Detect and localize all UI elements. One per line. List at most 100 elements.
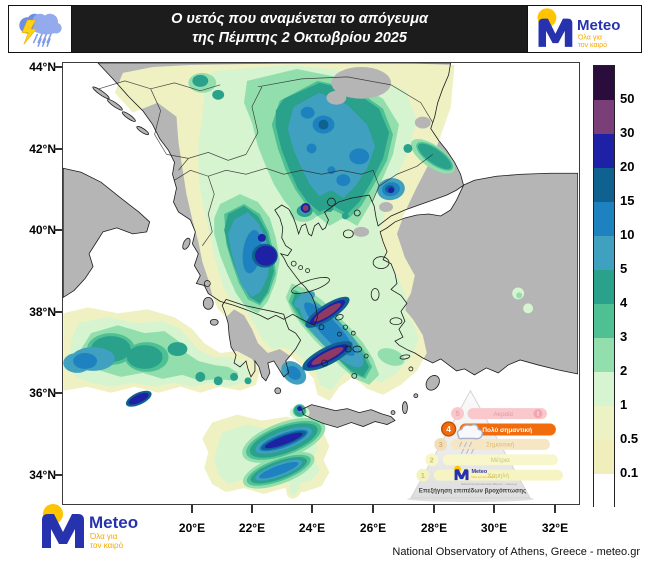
level3-number	[434, 437, 448, 451]
lon-label: 26°E	[359, 521, 387, 535]
pyramid-meteo-logo: Meteo Όλα για τον καιρό Εθνικό Αστεροσκο…	[454, 465, 517, 486]
svg-text:!: !	[537, 412, 539, 418]
svg-text:Όλα για: Όλα για	[89, 532, 118, 541]
footer-meteo-logo: Meteo Όλα για τον καιρό	[36, 502, 146, 557]
header-logo-box: Meteo Όλα για τον καιρό	[527, 5, 642, 53]
lat-label: 44°N	[29, 60, 56, 74]
colorbar-tick-label: 3	[620, 329, 628, 344]
colorbar-block	[594, 134, 614, 168]
colorbar-tick-label: 4	[620, 295, 628, 310]
attribution-text: National Observatory of Athens, Greece -…	[392, 546, 640, 558]
level2-number	[425, 453, 439, 467]
svg-text:Όλα για τον καιρό: Όλα για τον καιρό	[470, 475, 495, 479]
colorbar-block	[594, 406, 614, 440]
svg-text:Meteo: Meteo	[471, 469, 487, 475]
lon-label: 32°E	[541, 521, 569, 535]
level5-label: Ακραία	[494, 411, 514, 418]
level4-pill	[459, 423, 556, 436]
lon-label: 30°E	[480, 521, 508, 535]
colorbar-block	[594, 304, 614, 338]
lat-label: 34°N	[29, 467, 56, 482]
lon-label: 24°E	[298, 521, 326, 535]
title-line1: Ο υετός που αναμένεται το απόγευμα	[171, 11, 428, 27]
colorbar-tick-label: 50	[620, 91, 635, 106]
colorbar-block	[594, 66, 614, 100]
svg-text:2: 2	[430, 455, 434, 464]
lon-tick	[191, 505, 193, 513]
storm-icon-box	[8, 5, 72, 53]
warning-pyramid: ! Ακραία 5 Πολύ σημαντική 4 Σημαντική 3 …	[406, 389, 563, 503]
level1-label: Χαμηλή	[488, 472, 510, 479]
svg-text:Meteo: Meteo	[89, 513, 138, 532]
level5-number	[451, 407, 465, 421]
colorbar-block	[594, 270, 614, 304]
level2-pill	[442, 454, 558, 466]
lon-tick	[493, 505, 495, 513]
colorbar-tick-label: 10	[620, 227, 635, 242]
lon-tick	[554, 505, 556, 513]
lon-label: 20°E	[178, 521, 206, 535]
lat-tick	[54, 392, 62, 394]
colorbar-tick-label: 0.1	[620, 465, 639, 480]
level5-pill	[467, 408, 547, 420]
colorbar-tick-label: 5	[620, 261, 628, 276]
svg-text:5: 5	[455, 409, 459, 418]
colorbar-tick-label: 15	[620, 193, 635, 208]
map-area: ! Ακραία 5 Πολύ σημαντική 4 Σημαντική 3 …	[62, 62, 580, 505]
lat-tick	[54, 66, 62, 68]
colorbar-block	[594, 372, 614, 406]
level1-number	[416, 468, 430, 482]
level4-label: Πολύ σημαντική	[482, 426, 532, 434]
lat-label: 40°N	[29, 223, 56, 237]
colorbar-block	[594, 100, 614, 134]
level3-label: Σημαντική	[486, 442, 515, 449]
colorbar-tick-label: 20	[620, 159, 635, 174]
header: Ο υετός που αναμένεται το απόγευμα της Π…	[8, 5, 642, 53]
svg-text:Όλα για: Όλα για	[576, 34, 601, 41]
level3-pill	[450, 438, 550, 450]
lon-label: 28°E	[420, 521, 448, 535]
rain-cloud-icon	[456, 423, 484, 454]
colorbar	[593, 65, 615, 508]
svg-text:1: 1	[421, 471, 425, 480]
svg-text:3: 3	[439, 440, 443, 449]
svg-text:τον καιρό: τον καιρό	[577, 41, 606, 49]
lat-label: 36°N	[29, 386, 56, 400]
lat-tick	[54, 473, 62, 476]
colorbar-block	[594, 202, 614, 236]
colorbar-tick-label: 2	[620, 363, 628, 378]
lat-tick	[54, 147, 62, 150]
colorbar-block	[594, 168, 614, 202]
level5-alert-icon	[533, 409, 543, 419]
colorbar-tick-label: 30	[620, 125, 635, 140]
title-line2: της Πέμπτης 2 Οκτωβρίου 2025	[192, 30, 407, 46]
country-borders	[98, 76, 434, 246]
svg-text:Meteo: Meteo	[577, 17, 620, 34]
meteo-logo: Meteo Όλα για τον καιρό	[537, 8, 620, 49]
lat-label: 42°N	[29, 141, 56, 156]
storm-cloud-lightning-icon	[19, 13, 62, 47]
lon-tick	[311, 505, 313, 513]
lon-tick	[433, 505, 435, 513]
precipitation-map: ! Ακραία 5 Πολύ σημαντική 4 Σημαντική 3 …	[63, 63, 578, 503]
level2-label: Μέτρια	[491, 457, 510, 464]
lat-tick	[54, 229, 62, 231]
colorbar-tick-label: 0.5	[620, 431, 639, 446]
title-banner: Ο υετός που αναμένεται το απόγευμα της Π…	[72, 5, 527, 53]
colorbar-block	[594, 338, 614, 372]
extreme-rain-streaks	[302, 205, 344, 365]
lon-tick	[372, 505, 374, 513]
lon-tick	[251, 505, 253, 513]
colorbar-block	[594, 440, 614, 474]
lon-label: 22°E	[238, 521, 266, 535]
level4-number	[440, 421, 457, 437]
pyramid-caption: Επεξήγηση επιπέδων βροχόπτωσης	[419, 488, 526, 495]
colorbar-tick-label: 1	[620, 397, 628, 412]
pyramid-logo-subtext: Εθνικό Αστεροσκοπείο Αθηνών - meteo.gr	[462, 482, 517, 486]
lat-label: 38°N	[29, 304, 56, 319]
svg-text:4: 4	[446, 424, 451, 434]
colorbar-block	[594, 474, 614, 508]
colorbar-block	[594, 236, 614, 270]
svg-text:τον καιρό: τον καιρό	[90, 541, 124, 550]
